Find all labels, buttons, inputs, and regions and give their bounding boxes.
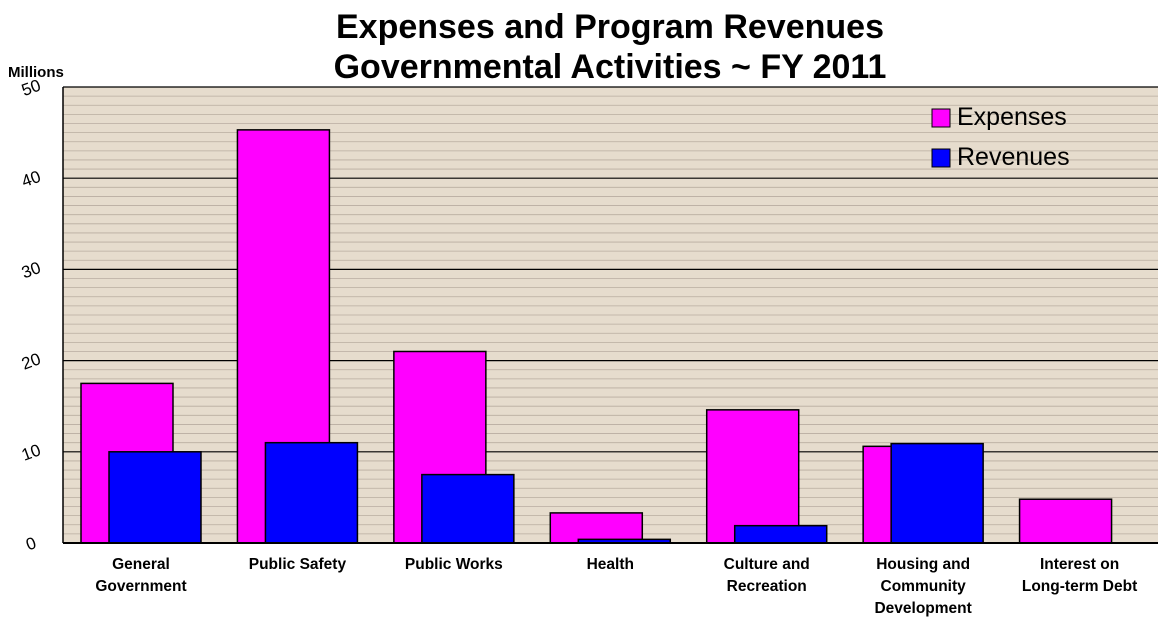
bar-revenues-1 [264,441,359,544]
chart-title-line-1: Expenses and Program Revenues [336,8,884,46]
legend-label-expenses: Expenses [957,103,1067,131]
bars [80,129,1113,544]
y-tick-label-0: 0 [23,533,38,554]
x-axis-ticks: General Government Public Safety Public Wor… [95,556,1137,617]
chart-title-line-2: Governmental Activities ~ FY 2011 [334,48,887,86]
legend-swatch-revenues [931,148,951,168]
y-tick-label-30: 30 [19,258,43,282]
y-tick-label-10: 10 [19,440,43,464]
x-tick-label-0: General Government [95,556,186,595]
bar-revenues-5 [890,442,984,544]
y-tick-label-40: 40 [19,167,43,191]
x-tick-label-1: Public Safety [249,556,347,573]
bar-revenues-0 [108,451,202,544]
x-tick-label-4: Culture and Recreation [724,556,810,595]
legend: Expenses Revenues [931,103,1070,171]
bar-revenues-2 [421,473,515,544]
bar-expenses-6 [1018,498,1113,544]
bar-revenues-4 [733,524,828,544]
x-tick-label-2: Public Works [405,556,503,573]
x-tick-label-5: Housing and Community Development [874,556,971,617]
bar-expenses-3 [549,512,644,544]
y-tick-label-20: 20 [19,349,43,373]
bar-expenses-4 [705,409,800,544]
legend-swatch-expenses [931,108,951,128]
legend-label-revenues: Revenues [957,143,1070,171]
x-tick-label-3: Health [587,556,634,573]
x-tick-label-6: Interest on Long-term Debt [1022,556,1137,595]
y-axis-unit-label: Millions [8,64,64,81]
